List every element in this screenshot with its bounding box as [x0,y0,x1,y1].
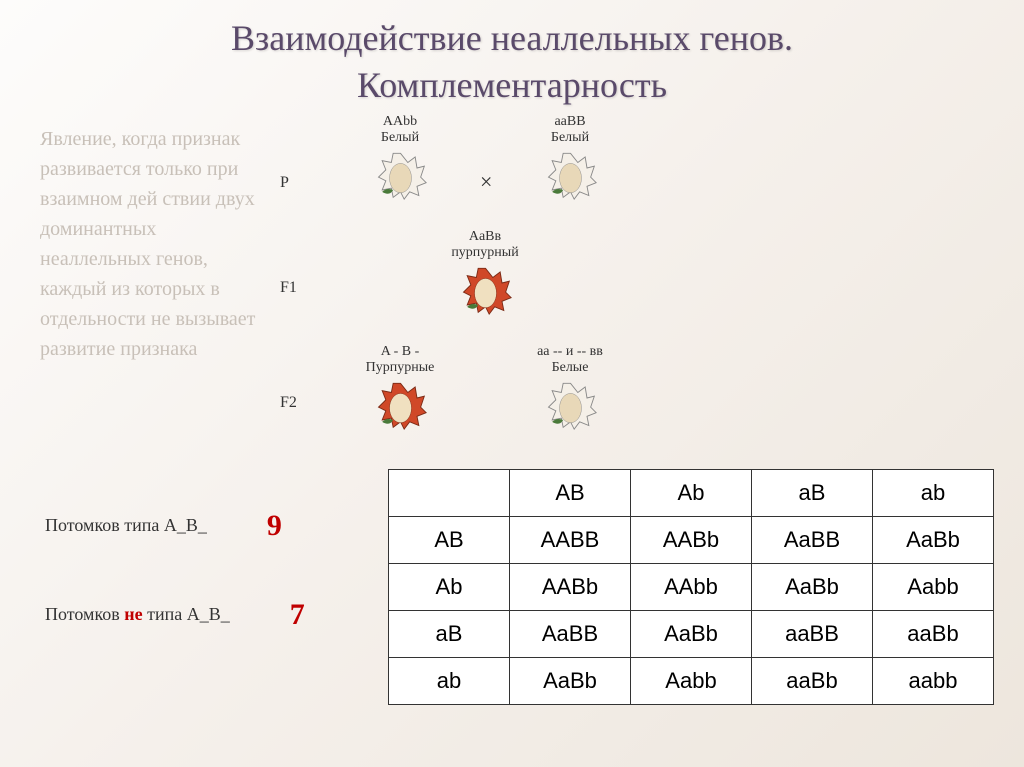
ratio-2-text: Потомков не типа А_В_ [45,604,230,625]
content-row: Явление, когда признак развивается тольк… [0,109,1024,459]
parent2-block: aaBB Белый [530,114,610,206]
punnett-row-2-label: aB [389,610,510,657]
punnett-col-0: AB [510,469,631,516]
ratio-block: Потомков типа А_В_ 9 Потомков не типа А_… [45,469,388,687]
punnett-row-0-label: AB [389,516,510,563]
cross-diagram: P AAbb Белый × aaBB Белый F1 AaBв пурпур… [270,119,994,459]
punnett-cell: AaBb [631,610,752,657]
punnett-row: Ab AABb AAbb AaBb Aabb [389,563,994,610]
punnett-cell: AaBb [510,657,631,704]
bottom-row: Потомков типа А_В_ 9 Потомков не типа А_… [0,459,1024,705]
flower-purple-icon [373,376,428,431]
f2-row-label: F2 [280,394,297,412]
ratio-line-2: Потомков не типа А_В_ 7 [45,598,388,632]
punnett-cell: AAbb [631,563,752,610]
f2-1-phenotype: Белые [520,360,620,376]
punnett-cell: Aabb [873,563,994,610]
f1-genotype: AaBв [440,229,530,245]
parent2-phenotype: Белый [530,130,610,146]
punnett-corner [389,469,510,516]
punnett-cell: AABb [510,563,631,610]
punnett-header-row: AB Ab aB ab [389,469,994,516]
title-line-2: Комплементарность [357,65,667,105]
flower-white-icon [543,146,598,201]
ratio-2-ne: не [124,604,142,624]
punnett-cell: Aabb [631,657,752,704]
punnett-cell: AaBB [752,516,873,563]
f2-0-genotype: A - B - [350,344,450,360]
punnett-col-3: ab [873,469,994,516]
punnett-square: AB Ab aB ab AB AABB AABb AaBB AaBb Ab AA… [388,469,994,705]
flower-white-icon [373,146,428,201]
punnett-cell: AaBb [752,563,873,610]
parent1-genotype: AAbb [360,114,440,130]
punnett-cell: AABb [631,516,752,563]
punnett-cell: AaBB [510,610,631,657]
definition-text: Явление, когда признак развивается тольк… [40,119,270,459]
punnett-col-2: aB [752,469,873,516]
punnett-col-1: Ab [631,469,752,516]
flower-white-icon [543,376,598,431]
punnett-row: ab AaBb Aabb aaBb aabb [389,657,994,704]
ratio-2-value: 7 [290,598,305,632]
f1-block: AaBв пурпурный [440,229,530,321]
ratio-1-value: 9 [267,509,282,543]
ratio-2-post: типа А_В_ [143,604,230,624]
f2-purple-block: A - B - Пурпурные [350,344,450,436]
punnett-cell: AaBb [873,516,994,563]
parent1-phenotype: Белый [360,130,440,146]
punnett-row: AB AABB AABb AaBB AaBb [389,516,994,563]
punnett-row: aB AaBB AaBb aaBB aaBb [389,610,994,657]
flower-purple-icon [458,261,513,316]
punnett-cell: aaBb [752,657,873,704]
punnett-cell: AABB [510,516,631,563]
punnett-cell: aabb [873,657,994,704]
cross-symbol: × [480,169,492,195]
f2-1-genotype: аа -- и -- вв [520,344,620,360]
title-line-1: Взаимодействие неаллельных генов. [231,18,793,58]
parent1-block: AAbb Белый [360,114,440,206]
punnett-row-3-label: ab [389,657,510,704]
parent2-genotype: aaBB [530,114,610,130]
punnett-cell: aaBB [752,610,873,657]
f1-row-label: F1 [280,279,297,297]
punnett-cell: aaBb [873,610,994,657]
f2-white-block: аа -- и -- вв Белые [520,344,620,436]
ratio-1-text: Потомков типа А_В_ [45,515,207,536]
p-row-label: P [280,174,289,192]
ratio-line-1: Потомков типа А_В_ 9 [45,509,388,543]
f1-phenotype: пурпурный [440,245,530,261]
f2-0-phenotype: Пурпурные [350,360,450,376]
ratio-2-pre: Потомков [45,604,124,624]
punnett-row-1-label: Ab [389,563,510,610]
slide-title: Взаимодействие неаллельных генов. Компле… [0,0,1024,109]
